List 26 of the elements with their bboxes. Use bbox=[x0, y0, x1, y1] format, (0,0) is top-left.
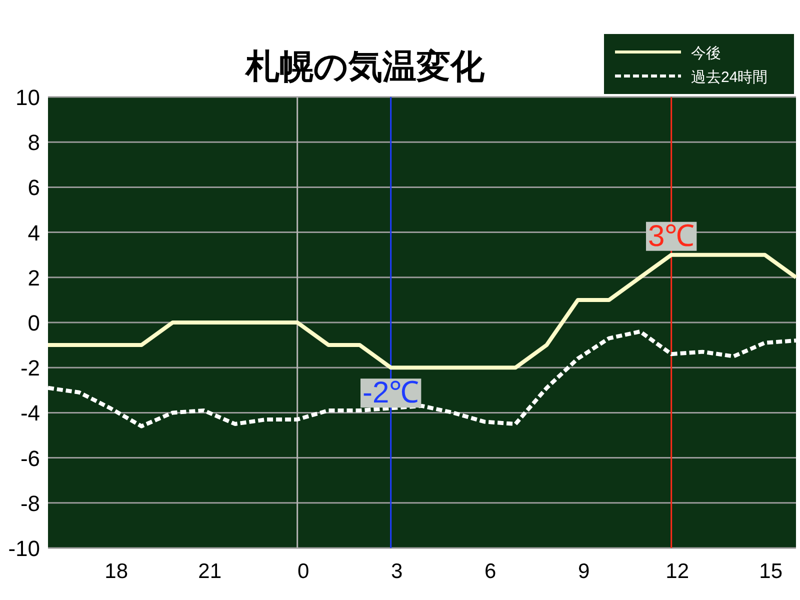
y-tick-label: 0 bbox=[28, 310, 40, 336]
annotation: -2℃ bbox=[362, 376, 420, 410]
x-tick-label: 3 bbox=[390, 560, 403, 583]
y-tick-label: 6 bbox=[28, 175, 40, 200]
annotation: 3℃ bbox=[648, 220, 695, 253]
x-tick-label: 18 bbox=[104, 560, 128, 583]
y-tick-label: -10 bbox=[8, 536, 40, 561]
y-tick-label: -2 bbox=[20, 356, 40, 381]
legend-label: 過去24時間 bbox=[691, 69, 768, 86]
x-tick-label: 21 bbox=[198, 560, 222, 583]
x-tick-label: 0 bbox=[297, 560, 310, 583]
y-tick-label: -6 bbox=[20, 446, 40, 471]
y-tick-label: 2 bbox=[28, 265, 40, 290]
legend-label: 今後 bbox=[691, 45, 721, 62]
x-tick-label: 6 bbox=[484, 560, 496, 583]
chart-title: 札幌の気温変化 bbox=[244, 48, 486, 86]
y-tick-label: -8 bbox=[20, 490, 40, 516]
y-tick-label: 4 bbox=[28, 220, 40, 246]
x-tick-label: 9 bbox=[578, 560, 590, 583]
y-tick-label: 10 bbox=[16, 85, 40, 110]
y-tick-label: 8 bbox=[28, 130, 40, 156]
y-tick-label: -4 bbox=[20, 400, 40, 426]
x-tick-label: 12 bbox=[666, 560, 690, 583]
line-series bbox=[46, 330, 798, 428]
x-tick-label: 15 bbox=[759, 560, 783, 583]
line-series bbox=[46, 252, 798, 370]
